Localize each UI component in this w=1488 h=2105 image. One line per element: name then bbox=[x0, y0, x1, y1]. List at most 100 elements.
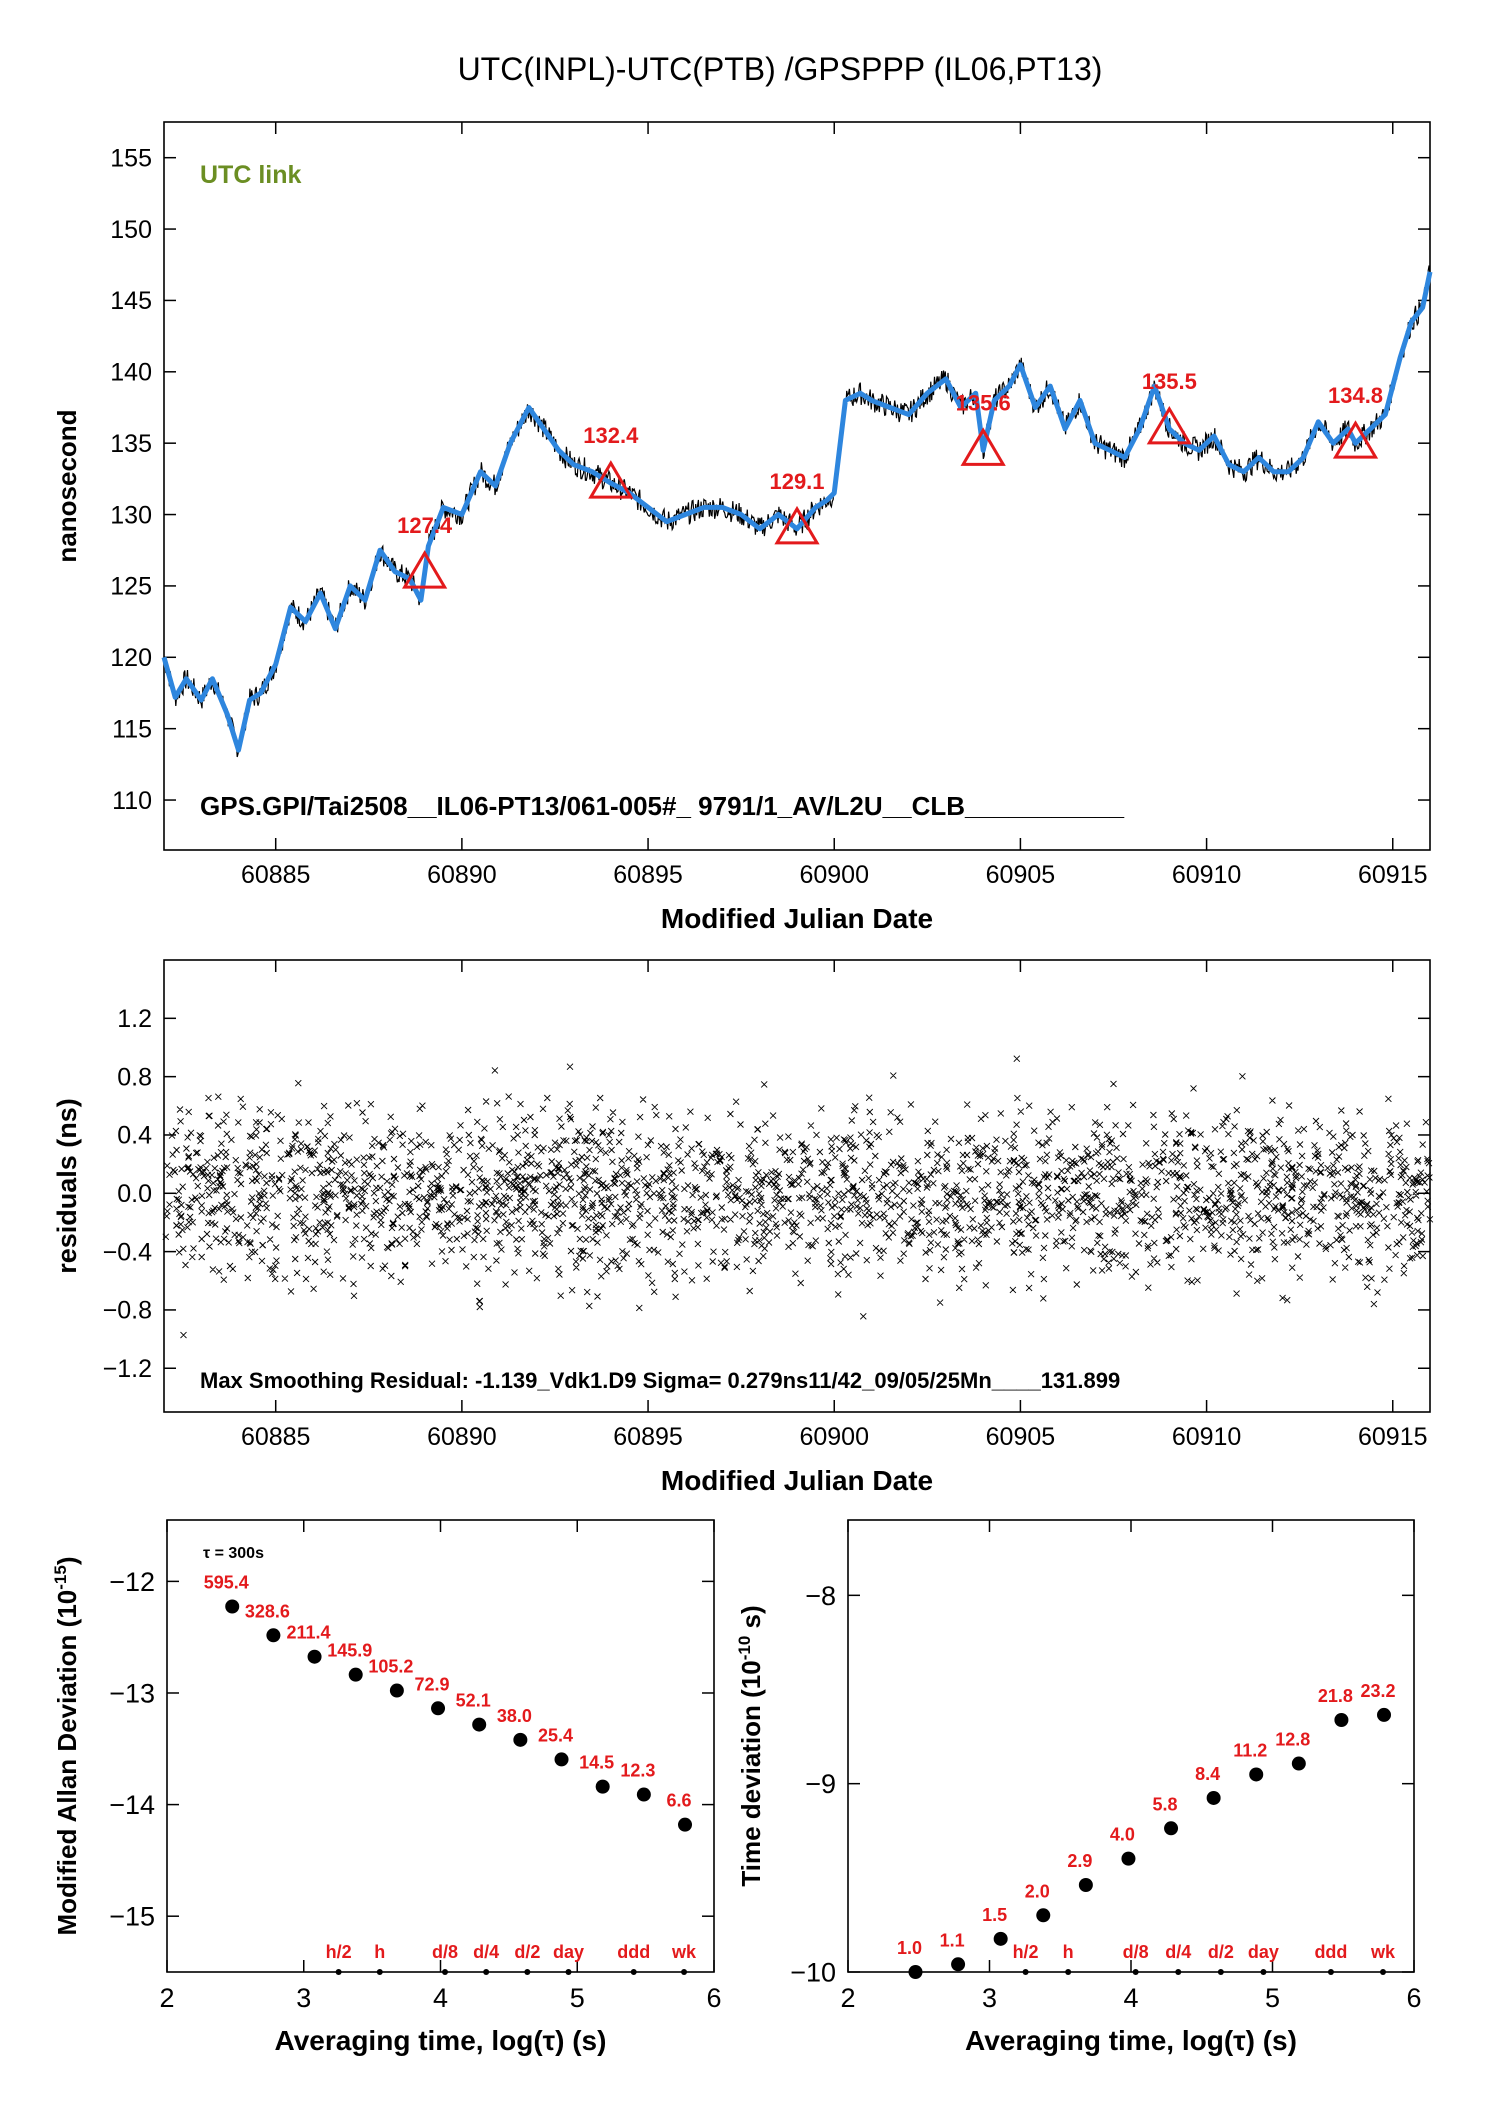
deviation-point bbox=[993, 1931, 1008, 1946]
residual-points bbox=[162, 1055, 1434, 1339]
y-tick-label: −1.2 bbox=[103, 1355, 152, 1383]
x-tick-label: 60885 bbox=[241, 861, 311, 889]
x-tick-label: 60900 bbox=[799, 861, 869, 889]
y-tick-label: −0.4 bbox=[103, 1238, 152, 1266]
reference-mark bbox=[1260, 1969, 1267, 1975]
deviation-point bbox=[908, 1965, 923, 1979]
reference-label: ddd bbox=[617, 1942, 650, 1962]
y-axis-label-end: ) bbox=[52, 1557, 82, 1566]
point-label: 1.0 bbox=[897, 1938, 922, 1958]
point-label: 1.1 bbox=[940, 1930, 965, 1950]
deviation-point bbox=[1078, 1877, 1093, 1892]
marker-triangle bbox=[1332, 420, 1379, 459]
y-tick-label: −13 bbox=[109, 1678, 155, 1708]
plot-frame bbox=[163, 959, 1431, 1413]
deviation-point bbox=[678, 1817, 693, 1832]
x-tick-label: 6 bbox=[1406, 1983, 1421, 2013]
y-tick-label: 1.2 bbox=[117, 1005, 152, 1033]
point-label: 145.9 bbox=[327, 1641, 372, 1661]
reference-label: h bbox=[374, 1942, 385, 1962]
reference-label: d/8 bbox=[1123, 1942, 1149, 1962]
x-tick-label: 60895 bbox=[613, 861, 683, 889]
point-label: 328.6 bbox=[245, 1601, 290, 1621]
y-tick-label: −12 bbox=[109, 1567, 155, 1597]
link-identifier: GPS.GPI/Tai2508__IL06-PT13/061-005#_ 979… bbox=[200, 791, 1125, 821]
point-label: 2.0 bbox=[1025, 1881, 1050, 1901]
marker-label: 134.8 bbox=[1328, 383, 1383, 408]
x-tick-label: 60890 bbox=[427, 861, 497, 889]
x-tick-label: 60890 bbox=[427, 1423, 497, 1451]
x-tick-label: 5 bbox=[1265, 1983, 1280, 2013]
y-tick-label: 115 bbox=[112, 715, 152, 743]
y-tick-label: −15 bbox=[109, 1902, 155, 1932]
x-tick-label: 3 bbox=[296, 1983, 311, 2013]
deviation-point bbox=[1121, 1851, 1136, 1866]
reference-mark bbox=[335, 1969, 342, 1975]
y-axis-label-exponent: -15 bbox=[51, 1565, 70, 1590]
deviation-point bbox=[472, 1717, 487, 1732]
x-tick-label: 6 bbox=[706, 1983, 721, 2013]
y-axis-label-exponent: -10 bbox=[735, 1636, 754, 1661]
x-tick-label: 4 bbox=[433, 1983, 448, 2013]
deviation-point bbox=[1206, 1790, 1221, 1805]
point-label: 6.6 bbox=[666, 1791, 691, 1811]
y-tick-label: −10 bbox=[790, 1957, 836, 1987]
deviation-point bbox=[307, 1649, 322, 1664]
plot-frame bbox=[847, 1519, 1415, 1973]
x-tick-label: 60895 bbox=[613, 1423, 683, 1451]
reference-mark bbox=[376, 1969, 383, 1975]
reference-mark bbox=[442, 1969, 449, 1975]
reference-mark bbox=[1217, 1969, 1224, 1975]
reference-label: h/2 bbox=[326, 1942, 352, 1962]
reference-mark bbox=[1065, 1969, 1072, 1975]
x-tick-label: 60905 bbox=[986, 1423, 1056, 1451]
x-axis-label: Averaging time, log(τ) (s) bbox=[965, 2025, 1297, 2056]
x-tick-label: 2 bbox=[840, 1983, 855, 2013]
point-label: 211.4 bbox=[287, 1623, 331, 1643]
x-tick-label: 5 bbox=[570, 1983, 585, 2013]
deviation-point bbox=[431, 1701, 446, 1716]
marker-label: 129.1 bbox=[769, 469, 824, 494]
tau0-label: τ = 300s bbox=[203, 1545, 264, 1562]
marker-triangle bbox=[774, 505, 820, 545]
y-tick-label: 0.0 bbox=[117, 1180, 152, 1208]
deviation-point bbox=[595, 1779, 610, 1794]
reference-label: day bbox=[1248, 1942, 1279, 1962]
x-axis-label: Modified Julian Date bbox=[661, 903, 933, 934]
y-tick-label: 125 bbox=[110, 573, 152, 601]
reference-mark bbox=[630, 1969, 637, 1975]
deviation-point bbox=[636, 1787, 651, 1802]
deviation-point bbox=[1164, 1821, 1179, 1836]
deviation-point bbox=[554, 1752, 569, 1767]
marker-label: 127.4 bbox=[397, 513, 453, 538]
y-tick-label: 140 bbox=[110, 359, 152, 387]
reference-label: h bbox=[1063, 1942, 1074, 1962]
point-label: 12.8 bbox=[1275, 1730, 1310, 1750]
x-axis-label: Modified Julian Date bbox=[661, 1465, 933, 1496]
reference-label: d/4 bbox=[1165, 1942, 1191, 1962]
x-tick-label: 60915 bbox=[1358, 861, 1428, 889]
y-axis-label: nanosecond bbox=[52, 409, 82, 562]
y-tick-label: 130 bbox=[110, 501, 152, 529]
y-tick-label: 155 bbox=[110, 144, 152, 172]
y-axis-label-text: Time deviation (10 bbox=[736, 1660, 766, 1886]
mdev-panel: 2 3 4 5 6 −15 −14 −13 −12 Averaging time, log(τ) … bbox=[51, 1519, 722, 2056]
reference-label: d/8 bbox=[432, 1942, 458, 1962]
residuals-panel: 60885 60890 60895 60900 60905 60910 60915 −1.2 −… bbox=[52, 959, 1434, 1496]
point-label: 11.2 bbox=[1233, 1740, 1267, 1760]
reference-mark bbox=[565, 1969, 572, 1975]
x-tick-label: 60910 bbox=[1172, 1423, 1242, 1451]
reference-label: d/2 bbox=[1208, 1942, 1234, 1962]
deviation-point bbox=[1036, 1908, 1051, 1923]
deviation-point bbox=[389, 1683, 404, 1698]
point-label: 72.9 bbox=[415, 1674, 450, 1694]
plot-frame bbox=[166, 1519, 715, 1973]
deviation-point bbox=[951, 1957, 966, 1972]
y-tick-label: 0.8 bbox=[117, 1063, 152, 1091]
point-label: 23.2 bbox=[1360, 1681, 1395, 1701]
reference-label: wk bbox=[1370, 1942, 1396, 1962]
y-axis-label-text: Modified Allan Deviation (10 bbox=[52, 1590, 82, 1936]
point-label: 14.5 bbox=[579, 1753, 614, 1773]
reference-label: ddd bbox=[1314, 1942, 1347, 1962]
point-label: 4.0 bbox=[1110, 1825, 1135, 1845]
